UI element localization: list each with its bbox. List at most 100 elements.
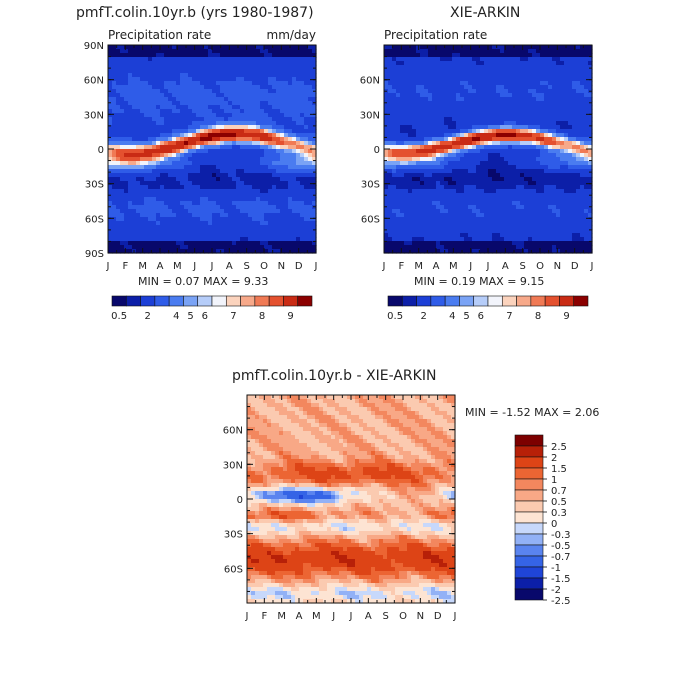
heatmap-cell (120, 177, 125, 182)
heatmap-cell (268, 69, 273, 74)
heatmap-cell (124, 45, 129, 50)
heatmap-cell (420, 189, 425, 194)
heatmap-cell (212, 205, 217, 210)
heatmap-cell (296, 177, 301, 182)
heatmap-cell (180, 233, 185, 238)
heatmap-cell (268, 241, 273, 246)
heatmap-cell (424, 161, 429, 166)
heatmap-cell (192, 209, 197, 214)
heatmap-cell (208, 93, 213, 98)
heatmap-cell (260, 57, 265, 62)
heatmap-cell (516, 57, 521, 62)
heatmap-cell (156, 121, 161, 126)
heatmap-cell (272, 161, 277, 166)
heatmap-cell (160, 169, 165, 174)
heatmap-cell (456, 61, 461, 66)
heatmap-cell (452, 137, 457, 142)
heatmap-cell (564, 145, 569, 150)
heatmap-cell (416, 149, 421, 154)
heatmap-cell (112, 69, 117, 74)
heatmap-cell (256, 73, 261, 78)
heatmap-cell (488, 109, 493, 114)
heatmap-cell (188, 153, 193, 158)
heatmap-cell (224, 141, 229, 146)
heatmap-cell (120, 129, 125, 134)
heatmap-cell (556, 149, 561, 154)
heatmap-cell (180, 101, 185, 106)
heatmap-cell (120, 133, 125, 138)
heatmap-cell (292, 89, 297, 94)
heatmap-cell (304, 89, 309, 94)
heatmap-cell (444, 173, 449, 178)
heatmap-cell (268, 165, 273, 170)
heatmap-cell (228, 149, 233, 154)
heatmap-cell (196, 137, 201, 142)
heatmap-cell (116, 45, 121, 50)
heatmap-cell (156, 53, 161, 58)
heatmap-cell (544, 201, 549, 206)
heatmap-cell (176, 233, 181, 238)
heatmap-cell (440, 61, 445, 66)
heatmap-cell (512, 57, 517, 62)
heatmap-cell (484, 125, 489, 130)
heatmap-cell (420, 129, 425, 134)
heatmap-cell (272, 145, 277, 150)
heatmap-cell (528, 137, 533, 142)
heatmap-cell (416, 97, 421, 102)
heatmap-cell (296, 213, 301, 218)
heatmap-cell (544, 101, 549, 106)
heatmap-cell (288, 141, 293, 146)
heatmap-cell (280, 165, 285, 170)
heatmap-cell (268, 213, 273, 218)
heatmap-cell (136, 57, 141, 62)
heatmap-cell (164, 233, 169, 238)
heatmap-cell (172, 197, 177, 202)
heatmap-cell (468, 157, 473, 162)
heatmap-cell (244, 117, 249, 122)
heatmap-cell (116, 61, 121, 66)
heatmap-cell (268, 45, 273, 50)
heatmap-cell (508, 49, 513, 54)
heatmap-cell (588, 61, 593, 66)
heatmap-cell (244, 213, 249, 218)
heatmap-cell (180, 77, 185, 82)
heatmap-cell (260, 237, 265, 242)
heatmap-cell (240, 77, 245, 82)
heatmap-cell (480, 197, 485, 202)
heatmap-cell (172, 153, 177, 158)
heatmap-cell (180, 185, 185, 190)
heatmap-cell (568, 165, 573, 170)
heatmap-cell (140, 145, 145, 150)
heatmap-cell (492, 193, 497, 198)
heatmap-cell (440, 53, 445, 58)
heatmap-cell (168, 73, 173, 78)
heatmap-cell (212, 89, 217, 94)
heatmap-cell (148, 229, 153, 234)
heatmap-cell (584, 189, 589, 194)
heatmap-cell (584, 45, 589, 50)
heatmap-cell (224, 197, 229, 202)
heatmap-cell (424, 177, 429, 182)
heatmap-cell (536, 177, 541, 182)
heatmap-cell (548, 169, 553, 174)
heatmap-cell (420, 109, 425, 114)
heatmap-cell (180, 201, 185, 206)
heatmap-cell (272, 181, 277, 186)
heatmap-cell (124, 249, 129, 254)
heatmap-cell (176, 201, 181, 206)
heatmap-cell (560, 197, 565, 202)
heatmap-cell (456, 121, 461, 126)
heatmap-cell (488, 129, 493, 134)
heatmap-cell (124, 221, 129, 226)
heatmap-cell (488, 193, 493, 198)
heatmap-cell (140, 225, 145, 230)
heatmap-cell (136, 177, 141, 182)
heatmap-cell (204, 221, 209, 226)
heatmap-cell (232, 189, 237, 194)
heatmap-cell (460, 193, 465, 198)
heatmap-cell (284, 181, 289, 186)
heatmap-cell (280, 209, 285, 214)
heatmap-cell (548, 121, 553, 126)
heatmap-cell (484, 101, 489, 106)
heatmap-cell (524, 77, 529, 82)
